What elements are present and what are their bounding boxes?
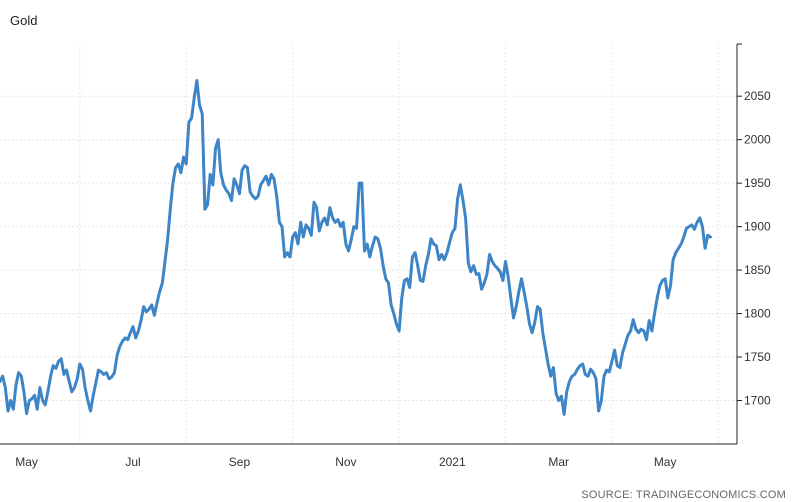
x-tick-label: Sep [229,455,251,469]
x-tick-label: Nov [335,455,356,469]
y-tick-label: 1900 [744,220,771,234]
y-tick-label: 1950 [744,176,771,190]
y-tick-label: 2000 [744,133,771,147]
x-tick-label: Jul [125,455,140,469]
series-layer [0,79,712,416]
y-tick-label: 1700 [744,394,771,408]
gold-price-line [0,79,712,416]
x-tick-label: May [15,455,38,469]
label-layer: 1700 1750 1800 1850 1900 1950 2000 2050 May Jul Se… [15,89,771,469]
grid-layer [0,44,737,444]
y-tick-label: 1850 [744,263,771,277]
y-tick-label: 1800 [744,307,771,321]
x-tick-label: 2021 [439,455,466,469]
chart-title: Gold [10,13,37,28]
source-label: SOURCE: TRADINGECONOMICS.COM [581,489,786,501]
y-tick-label: 1750 [744,350,771,364]
axis-layer [0,43,742,445]
x-tick-label: Mar [548,455,569,469]
y-tick-label: 2050 [744,89,771,103]
x-tick-label: May [654,455,677,469]
